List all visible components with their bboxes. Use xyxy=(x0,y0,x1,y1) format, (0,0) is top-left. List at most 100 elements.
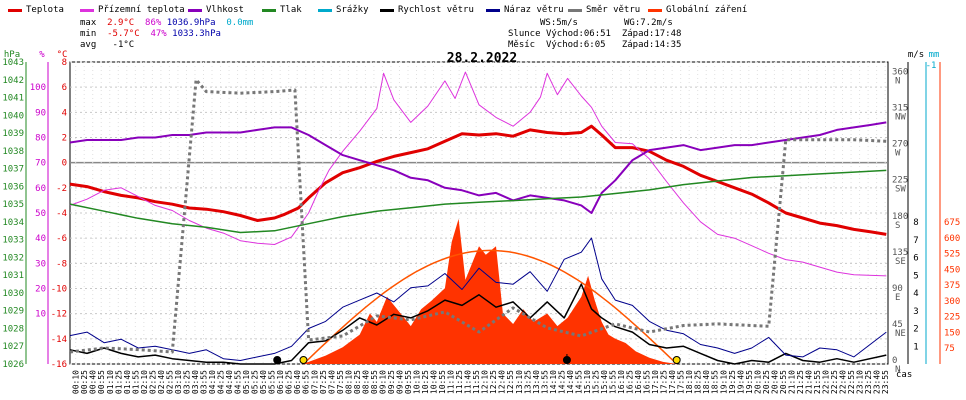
tick-time: 20:10 xyxy=(753,370,762,394)
tick-pressure: 1031 xyxy=(2,271,24,281)
legend-item-6: Náraz větru xyxy=(486,4,564,16)
tick-time: 06:10 xyxy=(276,370,285,394)
stats-min: min -5.7°C 47% 1033.3hPa xyxy=(80,29,221,39)
legend-item-3: Tlak xyxy=(262,4,302,16)
tick-radiation: 675 xyxy=(944,218,960,228)
legend-label: Teplota xyxy=(26,5,64,15)
tick-time: 21:25 xyxy=(796,370,805,394)
tick-time: 15:55 xyxy=(609,370,618,394)
tick-time: 20:55 xyxy=(779,370,788,394)
tick-temperature: 2 xyxy=(62,134,67,144)
event-marker-moonrise xyxy=(273,356,282,364)
tick-time: 12:25 xyxy=(489,370,498,394)
tick-pressure: 1037 xyxy=(2,165,24,175)
tick-temperature: -10 xyxy=(51,285,67,295)
tick-radiation: 300 xyxy=(944,297,960,307)
tick-time: 17:40 xyxy=(668,370,677,394)
legend-item-4: Srážky xyxy=(318,4,369,16)
tick-time: 03:55 xyxy=(200,370,209,394)
tick-direction-letter: SW xyxy=(895,185,906,195)
tick-time: 07:40 xyxy=(327,370,336,394)
legend-label: Přízemní teplota xyxy=(98,5,185,15)
tick-wind: 7 xyxy=(913,236,918,246)
tick-wind: 6 xyxy=(913,254,918,264)
tick-time: 08:25 xyxy=(353,370,362,394)
tick-time: 14:40 xyxy=(566,370,575,394)
tick-temperature: -4 xyxy=(56,209,67,219)
tick-time: 17:55 xyxy=(677,370,686,394)
series-line-5 xyxy=(69,237,887,361)
tick-time: 08:40 xyxy=(361,370,370,394)
unit-pressure: hPa xyxy=(4,50,20,60)
tick-time: 10:40 xyxy=(430,370,439,394)
tick-time: 08:55 xyxy=(370,370,379,394)
tick-humidity: 70 xyxy=(35,159,46,169)
legend-swatch xyxy=(380,8,394,12)
tick-pressure: 1039 xyxy=(2,129,24,139)
unit-rain: mm xyxy=(929,50,940,60)
tick-temperature: -14 xyxy=(51,335,67,345)
tick-time: 01:55 xyxy=(131,370,140,394)
series-line-0 xyxy=(69,124,887,236)
tick-wind: 2 xyxy=(913,325,918,335)
tick-humidity: 50 xyxy=(35,209,46,219)
tick-direction-letter: S xyxy=(895,221,900,231)
tick-time: 06:40 xyxy=(293,370,302,394)
tick-time: 10:10 xyxy=(413,370,422,394)
legend-swatch xyxy=(568,8,582,12)
tick-direction: 90 xyxy=(892,284,903,294)
tick-time: 22:55 xyxy=(847,370,856,394)
legend-item-1: Přízemní teplota xyxy=(80,4,185,16)
tick-humidity: 100 xyxy=(30,83,46,93)
tick-pressure: 1028 xyxy=(2,324,24,334)
tick-temperature: 8 xyxy=(62,58,67,68)
tick-time: 17:25 xyxy=(660,370,669,394)
tick-time: 00:10 xyxy=(72,370,81,394)
tick-humidity: 10 xyxy=(35,310,46,320)
tick-wind: 4 xyxy=(913,289,918,299)
tick-time: 12:40 xyxy=(498,370,507,394)
tick-time: 20:40 xyxy=(770,370,779,394)
tick-time: 22:40 xyxy=(839,370,848,394)
tick-pressure: 1027 xyxy=(2,342,24,352)
tick-time: 09:25 xyxy=(387,370,396,394)
tick-time: 02:25 xyxy=(148,370,157,394)
legend-swatch xyxy=(188,8,202,12)
legend-swatch xyxy=(486,8,500,12)
tick-direction-letter: NE xyxy=(895,329,906,339)
tick-radiation: 450 xyxy=(944,265,960,275)
tick-time: 11:40 xyxy=(464,370,473,394)
chart-title: 28.2.2022 xyxy=(447,51,517,66)
tick-time: 00:40 xyxy=(89,370,98,394)
legend-label: Globální záření xyxy=(666,5,748,15)
tick-time: 15:40 xyxy=(600,370,609,394)
tick-time: 00:25 xyxy=(80,370,89,394)
legend-item-8: Globální záření xyxy=(648,4,747,16)
tick-time: 11:55 xyxy=(472,370,481,394)
tick-time: 19:25 xyxy=(728,370,737,394)
tick-direction-letter: NW xyxy=(895,113,906,123)
legend-swatch xyxy=(648,8,662,12)
stats-avg: avg -1°C xyxy=(80,40,135,50)
legend-swatch xyxy=(80,8,94,12)
tick-time: 09:10 xyxy=(378,370,387,394)
tick-time: 15:10 xyxy=(583,370,592,394)
tick-time: 03:25 xyxy=(183,370,192,394)
tick-direction-letter: SE xyxy=(895,257,906,267)
tick-time: 04:40 xyxy=(225,370,234,394)
tick-time: 03:40 xyxy=(191,370,200,394)
legend-label: Vlhkost xyxy=(206,5,244,15)
event-marker-sunrise xyxy=(299,356,308,364)
tick-time: 15:25 xyxy=(592,370,601,394)
clear-sky-curve xyxy=(302,249,678,365)
tick-time: 04:25 xyxy=(217,370,226,394)
tick-time: 22:25 xyxy=(830,370,839,394)
tick-humidity: 60 xyxy=(35,184,46,194)
tick-time: 18:25 xyxy=(694,370,703,394)
tick-time: 22:10 xyxy=(822,370,831,394)
tick-wind: 5 xyxy=(913,271,918,281)
radiation-area xyxy=(301,218,677,364)
tick-direction-letter: N xyxy=(895,365,900,375)
tick-time: 02:40 xyxy=(157,370,166,394)
tick-wind: 8 xyxy=(913,218,918,228)
